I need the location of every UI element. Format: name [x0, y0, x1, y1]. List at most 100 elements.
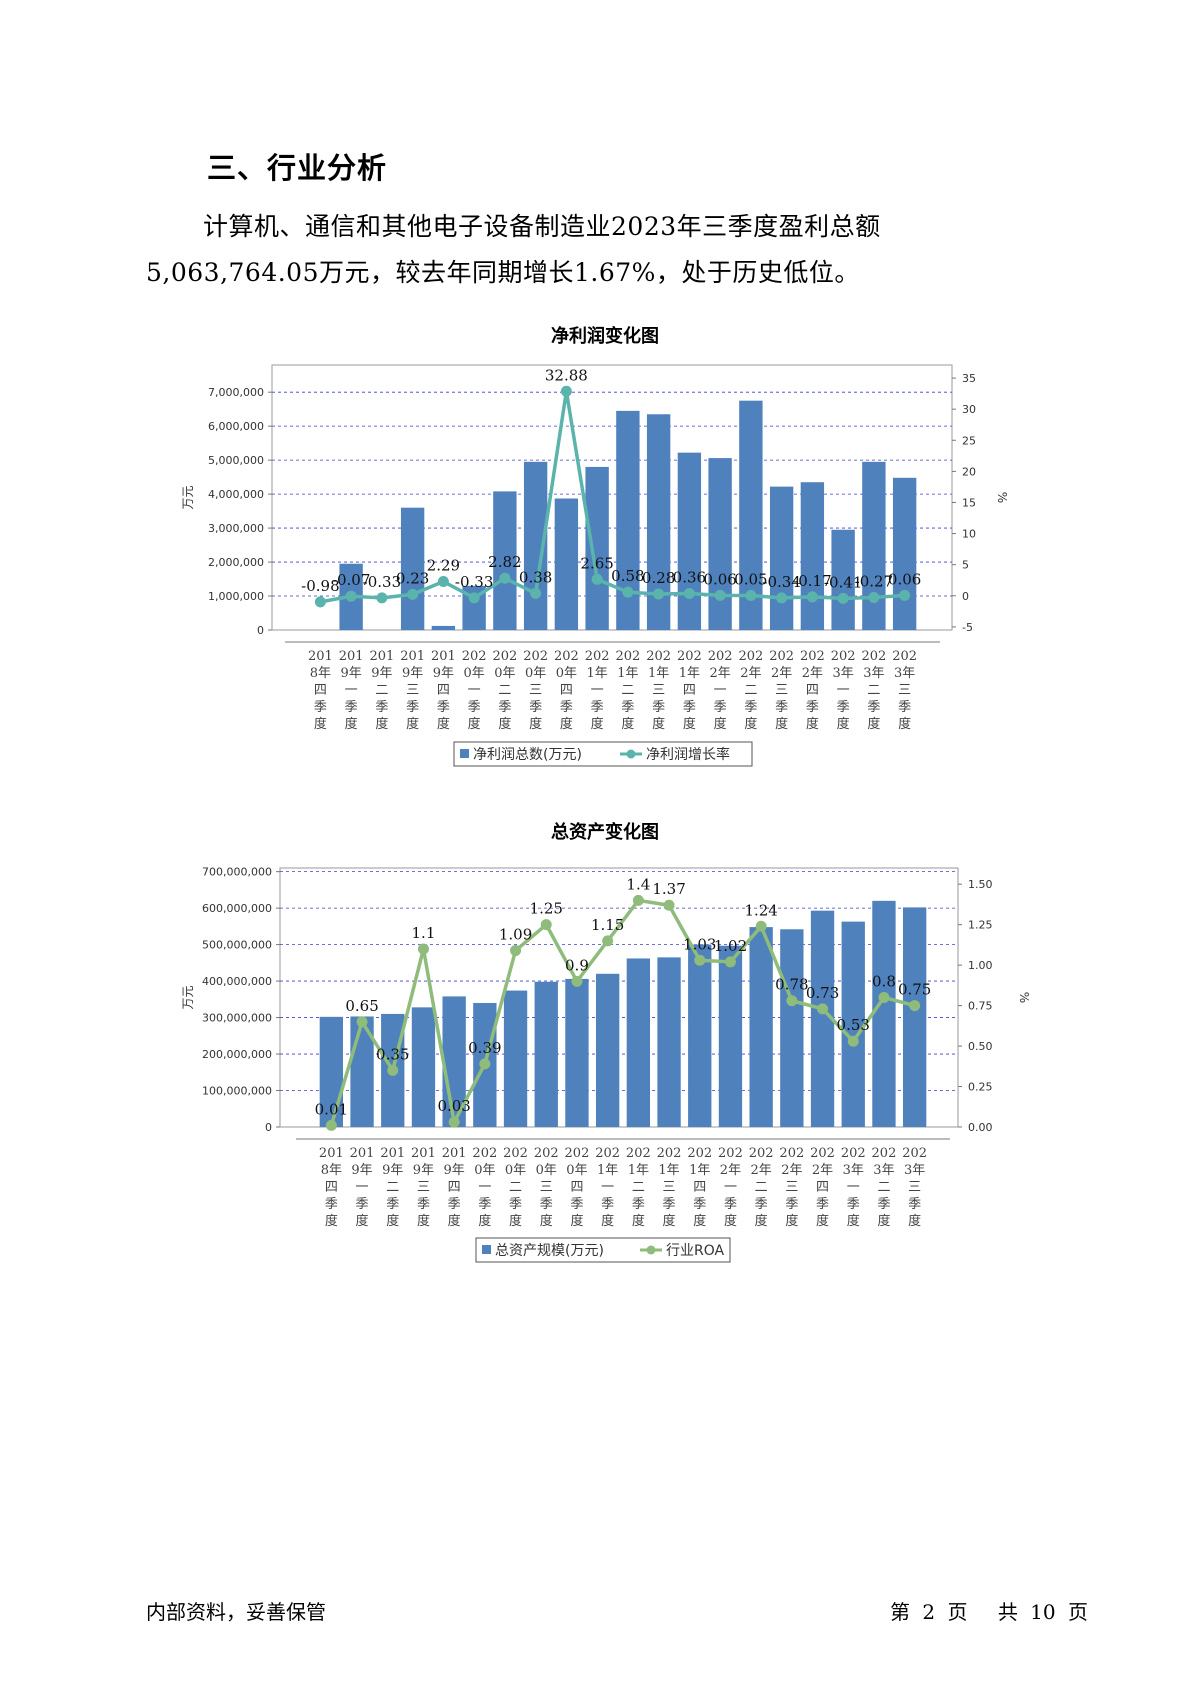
x-tick-label-part: 9年: [413, 1163, 434, 1178]
x-tick-label-part: 9年: [444, 1163, 465, 1178]
x-tick-label-part: 季: [560, 700, 573, 715]
x-tick-label-part: 3年: [863, 666, 884, 681]
x-tick-label-part: 一: [847, 1180, 860, 1195]
x-tick-label-part: 季: [663, 1197, 676, 1212]
x-tick-label-part: 季: [325, 1197, 338, 1212]
footer-confidential-note: 内部资料，妥善保管: [146, 1600, 326, 1624]
x-tick-label-part: 三: [898, 683, 911, 698]
x-tick-label-part: 季: [314, 700, 327, 715]
data-label: 0.03: [437, 1097, 470, 1115]
data-label: 0.28: [642, 569, 675, 587]
data-label: 1.37: [652, 880, 685, 898]
line-point: [755, 920, 767, 932]
x-tick-label-part: 度: [498, 716, 511, 732]
bar: [872, 900, 896, 1127]
data-label: 2.65: [580, 554, 613, 572]
x-tick-label-part: 202: [615, 649, 640, 664]
bar: [862, 461, 886, 630]
x-tick-label-part: 一: [478, 1180, 491, 1195]
line-point: [683, 588, 695, 600]
y-tick-label: 7,000,000: [208, 386, 264, 399]
legend-label-line: 净利润增长率: [646, 746, 730, 763]
bar: [595, 973, 620, 1127]
x-tick-label-part: 度: [816, 1213, 829, 1229]
x-tick-label-part: 201: [431, 649, 456, 664]
x-tick-label-part: 一: [356, 1180, 369, 1195]
data-label: 0.35: [376, 1045, 409, 1063]
x-tick-label-part: 度: [652, 716, 665, 732]
x-tick-label-part: 季: [744, 700, 757, 715]
y-tick-label: 600,000,000: [202, 902, 272, 915]
x-tick-label-part: 季: [683, 700, 696, 715]
bar: [616, 410, 640, 630]
x-tick-label-part: 度: [775, 716, 788, 732]
legend-label-bar: 总资产规模(万元): [495, 1243, 604, 1259]
data-label: -0.17: [793, 572, 831, 590]
x-tick-label-part: 3年: [894, 666, 915, 681]
x-tick-label-part: 3年: [832, 666, 853, 681]
legend-swatch-bar: [482, 1245, 491, 1254]
x-tick-label-part: 二: [386, 1180, 399, 1195]
line-point: [837, 592, 849, 604]
x-tick-label-part: 202: [841, 1146, 866, 1161]
data-label: 1.24: [744, 901, 777, 919]
legend: 净利润总数(万元) 净利润增长率: [453, 741, 753, 767]
line-point: [817, 1003, 829, 1015]
y2-tick-label: 0.50: [968, 1040, 993, 1053]
data-label: 0.65: [345, 997, 378, 1015]
x-tick-label-part: 二: [621, 683, 634, 698]
x-tick-label-part: 202: [646, 649, 671, 664]
x-tick-label-part: 一: [591, 683, 604, 698]
line-point: [376, 592, 388, 604]
data-label: 0.39: [468, 1039, 501, 1057]
y-axis-title: 万元: [181, 485, 195, 509]
x-tick-label-part: 3年: [843, 1163, 864, 1178]
y2-tick-label: 0.75: [968, 1000, 993, 1013]
bar: [462, 585, 486, 630]
x-tick-label-part: 度: [560, 716, 573, 732]
x-tick-label-part: 度: [898, 716, 911, 732]
x-tick-label-part: 季: [847, 1197, 860, 1212]
x-tick-label-part: 3年: [904, 1163, 925, 1178]
x-tick-label-part: 度: [621, 716, 634, 732]
x-tick-label-part: 202: [749, 1146, 774, 1161]
x-tick-label-part: 2年: [709, 666, 730, 681]
x-tick-label-part: 201: [319, 1146, 344, 1161]
x-tick-label-part: 2年: [751, 1163, 772, 1178]
x-tick-label-part: 度: [683, 716, 696, 732]
bar: [646, 414, 671, 630]
x-tick-label-part: 1年: [597, 1163, 618, 1178]
bar: [503, 990, 528, 1127]
legend-box: [475, 1237, 731, 1263]
x-tick-label: 202 3年三季度: [902, 1146, 927, 1229]
y2-axis-title: %: [995, 492, 1009, 503]
legend-swatch-bar: [460, 749, 469, 758]
x-tick-label-part: 季: [621, 700, 634, 715]
data-label: 1.02: [714, 937, 747, 955]
bar: [902, 907, 927, 1127]
data-label: -0.33: [455, 573, 493, 591]
x-tick-label-part: 202: [534, 1146, 559, 1161]
data-label: 0.58: [611, 567, 644, 585]
x-tick-label-part: 季: [837, 700, 850, 715]
y-tick-label: 700,000,000: [202, 866, 272, 879]
paragraph-line-2: 5,063,764.05万元，较去年同期增长1.67%，处于历史低位。: [146, 258, 860, 287]
x-tick-label-part: 1年: [617, 666, 638, 681]
x-tick-label-part: 201: [400, 649, 425, 664]
x-tick-label-part: 202: [462, 649, 487, 664]
x-tick-label-part: 四: [683, 683, 696, 698]
line-point: [591, 573, 603, 585]
data-label: 32.88: [545, 366, 588, 384]
data-label: 0.06: [888, 570, 921, 588]
